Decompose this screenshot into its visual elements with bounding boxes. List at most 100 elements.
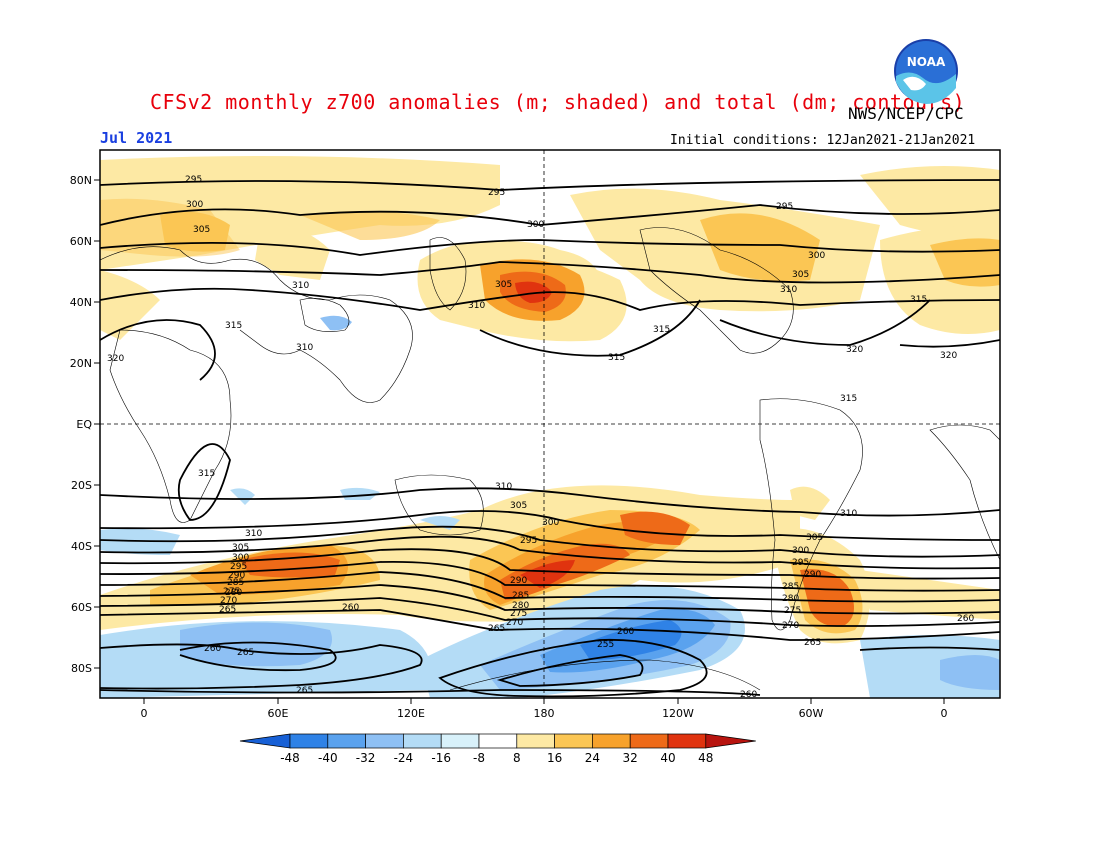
contour-label: 285 <box>782 582 799 592</box>
lat-label: 20S <box>71 479 92 492</box>
contour-label: 300 <box>527 220 544 230</box>
colorbar-low-arrow <box>239 733 291 749</box>
contour-label: 295 <box>776 202 793 212</box>
colorbar-tick-label: -32 <box>356 751 376 765</box>
colorbar-tick-label: -16 <box>431 751 451 765</box>
lon-label: 0 <box>141 707 148 720</box>
colorbar-swatch <box>592 733 631 749</box>
contour-label: 265 <box>219 605 236 615</box>
contour-label: 295 <box>488 188 505 198</box>
contour-label: 255 <box>597 640 614 650</box>
colorbar-tick-label: 32 <box>623 751 638 765</box>
lat-label: 80S <box>71 662 92 675</box>
colorbar-high-arrow <box>705 733 756 749</box>
contour-label: 260 <box>617 627 634 637</box>
lon-label: 120E <box>397 707 425 720</box>
contour-label: 305 <box>792 270 809 280</box>
contour-label: 300 <box>542 518 559 528</box>
colorbar-swatch <box>478 733 518 749</box>
height-contours <box>100 179 1000 698</box>
colorbar-swatch <box>365 733 404 749</box>
chart-title: CFSv2 monthly z700 anomalies (m; shaded)… <box>150 90 966 114</box>
contour-label: 305 <box>806 533 823 543</box>
contour-label: 300 <box>232 553 249 563</box>
contour-label: 260 <box>957 614 974 624</box>
contour-labels: 295 295 295 300 300 300 305 305 305 310 … <box>107 175 974 700</box>
lon-label: 0 <box>941 707 948 720</box>
contour-label: 265 <box>804 638 821 648</box>
lat-label: 40S <box>71 540 92 553</box>
noaa-logo-icon: NOAA <box>894 39 958 104</box>
contour-label: 310 <box>495 482 512 492</box>
contour-label: 300 <box>808 251 825 261</box>
contour-label: 265 <box>296 686 313 696</box>
longitude-axis: 0 60E 120E 180 120W 60W 0 <box>141 698 948 720</box>
colorbar-tick-label: -8 <box>473 751 485 765</box>
contour-label: 265 <box>488 624 505 634</box>
contour-label: 300 <box>792 546 809 556</box>
contour-label: 290 <box>228 571 245 581</box>
contour-label: 320 <box>940 351 957 361</box>
contour-label: 310 <box>468 301 485 311</box>
contour-label: 265 <box>237 648 254 658</box>
contour-label: 305 <box>495 280 512 290</box>
logo-text: NOAA <box>907 55 946 69</box>
contour-label: 270 <box>220 596 237 606</box>
contour-label: 305 <box>193 225 210 235</box>
contour-label: 315 <box>608 353 625 363</box>
contour-label: 300 <box>186 200 203 210</box>
contour-label: 295 <box>520 536 537 546</box>
lon-label: 180 <box>534 707 555 720</box>
contour-label: 315 <box>225 321 242 331</box>
contour-label: 270 <box>506 618 523 628</box>
lat-label: 40N <box>70 296 92 309</box>
contour-label: 310 <box>780 285 797 295</box>
contour-label: 280 <box>512 601 529 611</box>
contour-label: 290 <box>510 576 527 586</box>
lat-label: 20N <box>70 357 92 370</box>
contour-label: 260 <box>740 690 757 700</box>
source-label: NWS/NCEP/CPC <box>848 104 964 123</box>
colorbar-swatch <box>327 733 366 749</box>
contour-label: 280 <box>782 594 799 604</box>
lat-label: 60S <box>71 601 92 614</box>
contour-label: 315 <box>653 325 670 335</box>
initial-conditions: Initial conditions: 12Jan2021-21Jan2021 <box>670 133 976 148</box>
colorbar-tick-label: -48 <box>280 751 300 765</box>
contour-label: 310 <box>840 509 857 519</box>
contour-label: 305 <box>232 543 249 553</box>
contour-label: 270 <box>782 621 799 631</box>
contour-label: 320 <box>107 354 124 364</box>
colorbar-tick-label: -24 <box>394 751 414 765</box>
contour-label: 280 <box>225 588 242 598</box>
contour-label: 310 <box>245 529 262 539</box>
contour-label: 285 <box>512 591 529 601</box>
contour-label: 275 <box>784 606 801 616</box>
colorbar-tick-label: 8 <box>513 751 521 765</box>
colorbar-swatch <box>667 733 707 749</box>
contour-label: 315 <box>198 469 215 479</box>
latitude-axis: 80N 60N 40N 20N EQ 20S 40S 60S 80S <box>70 174 100 675</box>
colorbar-tick-label: 16 <box>547 751 562 765</box>
contour-label: 305 <box>510 501 527 511</box>
colorbar-tick-label: 40 <box>660 751 675 765</box>
contour-label: 290 <box>804 570 821 580</box>
contour-label: 260 <box>342 603 359 613</box>
contour-label: 295 <box>792 558 809 568</box>
coastlines <box>100 227 1000 691</box>
contour-label: 320 <box>846 345 863 355</box>
colorbar-swatch <box>403 733 442 749</box>
lat-label: 80N <box>70 174 92 187</box>
contour-label: 310 <box>292 281 309 291</box>
colorbar-swatch <box>629 733 669 749</box>
contour-label: 315 <box>840 394 857 404</box>
lon-label: 60W <box>799 707 824 720</box>
forecast-month: Jul 2021 <box>100 129 173 147</box>
contour-label: 295 <box>185 175 202 185</box>
colorbar-swatch <box>440 733 480 749</box>
lon-label: 60E <box>268 707 289 720</box>
colorbar: -48 -40 -32 -24 -16 -8 8 16 24 32 40 48 <box>239 733 756 765</box>
contour-label: 295 <box>230 562 247 572</box>
contour-label: 275 <box>223 587 240 597</box>
